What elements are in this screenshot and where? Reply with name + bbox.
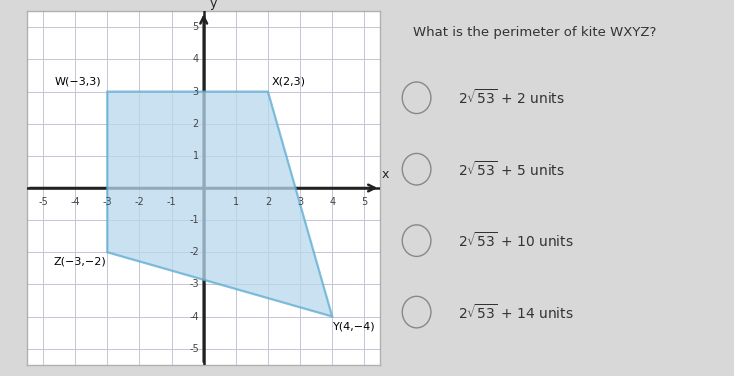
- Text: W(−3,3): W(−3,3): [55, 77, 102, 87]
- Text: Y(4,−4): Y(4,−4): [333, 321, 376, 331]
- Text: 2: 2: [192, 119, 199, 129]
- Text: -3: -3: [189, 279, 199, 290]
- Text: 1: 1: [193, 151, 199, 161]
- Text: What is the perimeter of kite WXYZ?: What is the perimeter of kite WXYZ?: [413, 26, 656, 39]
- Text: 1: 1: [233, 197, 239, 207]
- Text: -4: -4: [70, 197, 80, 207]
- Text: -5: -5: [38, 197, 48, 207]
- Text: y: y: [209, 0, 217, 10]
- Text: $2\sqrt{53}$ + 14 units: $2\sqrt{53}$ + 14 units: [457, 303, 573, 321]
- Text: X(2,3): X(2,3): [272, 77, 306, 87]
- Text: -1: -1: [167, 197, 176, 207]
- Text: $2\sqrt{53}$ + 5 units: $2\sqrt{53}$ + 5 units: [457, 160, 564, 179]
- Text: Z(−3,−2): Z(−3,−2): [54, 257, 106, 267]
- Text: 3: 3: [193, 86, 199, 97]
- Text: 5: 5: [192, 22, 199, 32]
- Polygon shape: [107, 92, 333, 317]
- Text: x: x: [382, 168, 389, 181]
- Text: -2: -2: [189, 247, 199, 257]
- Text: -4: -4: [189, 312, 199, 321]
- Text: 5: 5: [361, 197, 368, 207]
- Text: $2\sqrt{53}$ + 2 units: $2\sqrt{53}$ + 2 units: [457, 88, 564, 107]
- Text: 2: 2: [265, 197, 271, 207]
- Text: -3: -3: [103, 197, 112, 207]
- Text: -5: -5: [189, 344, 199, 354]
- Text: 4: 4: [193, 55, 199, 64]
- Text: $2\sqrt{53}$ + 10 units: $2\sqrt{53}$ + 10 units: [457, 231, 573, 250]
- Text: 4: 4: [329, 197, 335, 207]
- Text: -2: -2: [134, 197, 145, 207]
- Text: 3: 3: [297, 197, 303, 207]
- Text: -1: -1: [189, 215, 199, 225]
